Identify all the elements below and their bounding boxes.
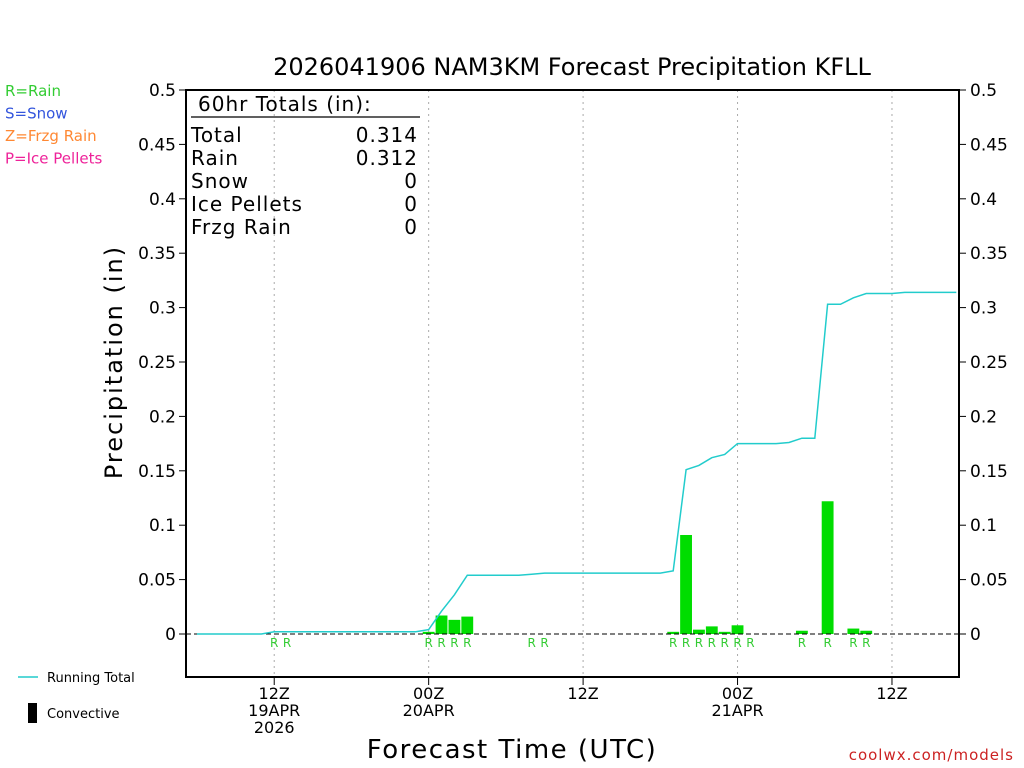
precip-type-marker: R: [708, 636, 716, 650]
y-tick-label: 0.15: [138, 462, 176, 482]
precip-type-marker: R: [862, 636, 870, 650]
totals-row-label: Frzg Rain: [191, 215, 292, 239]
precip-type-marker: R: [733, 636, 741, 650]
x-tick-label: 19APR: [248, 701, 300, 720]
y-tick-label: 0.05: [138, 571, 176, 591]
legend-type-item: P=Ice Pellets: [5, 150, 102, 168]
precip-type-marker: R: [463, 636, 471, 650]
running-total-line: [197, 291, 957, 635]
y-tick-label: 0.45: [138, 135, 176, 155]
y-tick-label-right: 0.45: [970, 135, 1008, 155]
totals-header: 60hr Totals (in):: [198, 92, 372, 116]
legend-type-item: Z=Frzg Rain: [5, 127, 97, 145]
precip-type-marker: R: [669, 636, 677, 650]
precip-bar: [680, 534, 692, 634]
totals-row-label: Snow: [191, 169, 249, 193]
convective-legend: Convective: [28, 703, 120, 723]
precip-bar: [435, 615, 448, 634]
precip-type-marker: R: [682, 636, 690, 650]
precip-type-marker: R: [849, 636, 857, 650]
x-tick-label: 12Z: [876, 684, 907, 703]
y-tick-label: 0.4: [149, 190, 176, 210]
plot-frame: [185, 89, 960, 678]
y-tick-label-right: 0.25: [970, 353, 1008, 373]
precip-bar: [693, 629, 705, 634]
y-tick-label-right: 0.2: [970, 407, 997, 427]
precip-bar: [448, 619, 461, 634]
precip-bar: [705, 626, 718, 634]
precip-type-marker: R: [527, 636, 535, 650]
precip-bar: [860, 630, 873, 634]
credit-text: coolwx.com/models: [849, 746, 1014, 764]
precip-type-marker: R: [437, 636, 445, 650]
precip-type-marker: R: [746, 636, 754, 650]
precip-bar: [731, 625, 744, 634]
y-tick-label: 0: [165, 625, 176, 645]
precip-type-marker: R: [270, 636, 278, 650]
x-tick-label: 00Z: [413, 684, 444, 703]
y-tick-label-right: 0.3: [970, 299, 997, 319]
totals-row-label: Ice Pellets: [191, 192, 303, 216]
precip-type-marker: R: [450, 636, 458, 650]
y-axis-right: 0 0.05 0.1 0.15 0.2 0.25 0.3 0.35 0.4 0.45 0.5: [959, 81, 1008, 645]
precip-type-marker: R: [283, 636, 291, 650]
x-tick-label: 20APR: [403, 701, 455, 720]
precip-bar: [667, 631, 680, 634]
legend-type-item: R=Rain: [5, 82, 61, 100]
x-axis-label: Forecast Time (UTC): [367, 735, 658, 765]
precip-type-marker: R: [695, 636, 703, 650]
precip-type-marker: R: [720, 636, 728, 650]
y-tick-label-right: 0.15: [970, 462, 1008, 482]
precip-type-legend: R=Rain S=Snow Z=Frzg Rain P=Ice Pellets: [5, 82, 102, 168]
x-tick-label: 2026: [254, 718, 295, 737]
precip-type-marker: R: [540, 636, 548, 650]
y-tick-label: 0.3: [149, 299, 176, 319]
precip-bar: [821, 501, 834, 634]
x-tick-label: 00Z: [722, 684, 753, 703]
running-total-label: Running Total: [47, 671, 135, 686]
totals-row-value: 0: [404, 192, 418, 216]
y-tick-label-right: 0.05: [970, 571, 1008, 591]
totals-row-label: Rain: [191, 146, 239, 170]
y-tick-label: 0.35: [138, 244, 176, 264]
grid-lines: [273, 90, 893, 677]
precip-bar: [718, 631, 731, 634]
totals-box: 60hr Totals (in): Total 0.314 Rain 0.312 Sno…: [190, 92, 420, 239]
totals-row-value: 0.312: [356, 146, 418, 170]
legend-type-item: S=Snow: [5, 105, 68, 123]
precip-bar: [422, 631, 435, 634]
y-axis-label: Precipitation (in): [100, 245, 128, 479]
y-tick-label-right: 0.1: [970, 516, 997, 536]
y-tick-label-right: 0.4: [970, 190, 997, 210]
precip-bar: [795, 630, 808, 634]
y-tick-label: 0.2: [149, 407, 176, 427]
running-total-legend: Running Total: [18, 671, 135, 686]
y-tick-label: 0.25: [138, 353, 176, 373]
totals-row-value: 0.314: [356, 123, 418, 147]
y-axis-left: 0 0.05 0.1 0.15 0.2 0.25 0.3 0.35 0.4 0.45 0.5: [138, 81, 186, 645]
x-tick-label: 21APR: [712, 701, 764, 720]
totals-row-label: Total: [190, 123, 243, 147]
chart-title: 2026041906 NAM3KM Forecast Precipitation…: [273, 53, 871, 81]
convective-swatch: [28, 703, 37, 723]
y-tick-label-right: 0: [970, 625, 981, 645]
x-tick-label: 12Z: [567, 684, 598, 703]
precip-bar: [847, 628, 860, 634]
totals-row-value: 0: [404, 169, 418, 193]
y-tick-label: 0.1: [149, 516, 176, 536]
precip-bar: [461, 616, 474, 634]
precip-type-marker: R: [424, 636, 432, 650]
precip-bars: [422, 501, 873, 634]
y-tick-label: 0.5: [149, 81, 176, 101]
precip-type-marker: R: [823, 636, 831, 650]
convective-label: Convective: [47, 707, 120, 722]
precip-type-marker: R: [798, 636, 806, 650]
totals-row-value: 0: [404, 215, 418, 239]
x-tick-label: 12Z: [259, 684, 290, 703]
y-tick-label-right: 0.35: [970, 244, 1008, 264]
y-tick-label-right: 0.5: [970, 81, 997, 101]
